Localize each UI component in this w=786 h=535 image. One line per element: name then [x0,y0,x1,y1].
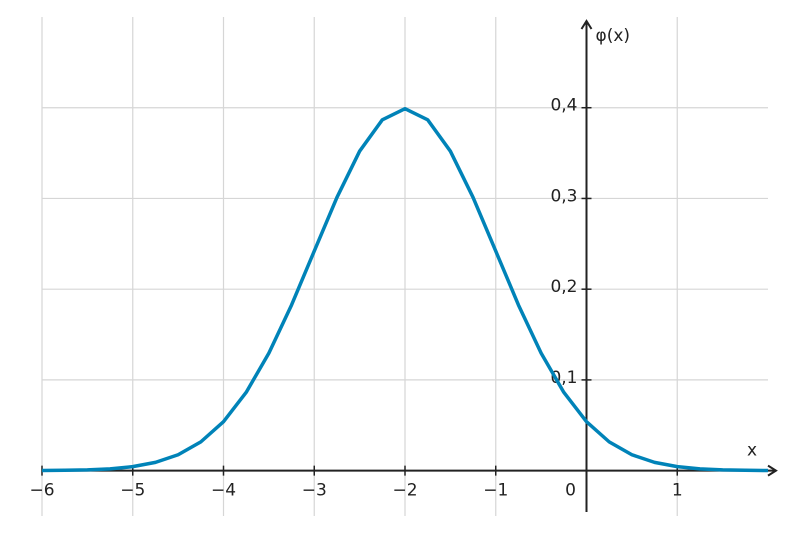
x-tick-label: −6 [29,481,54,501]
x-tick-label: −5 [120,481,145,501]
x-tick-label: −2 [392,481,417,501]
x-axis-label: x [747,441,757,461]
y-tick-label: 0,2 [550,277,577,297]
curve [41,106,769,473]
x-tick-label: −1 [483,481,508,501]
y-tick-label: 0,3 [550,186,577,206]
x-tick-label: −4 [211,481,236,501]
x-tick-label: 0 [565,481,576,501]
x-tick-label: 1 [672,481,683,501]
x-tick-label: −3 [302,481,327,501]
y-tick-label: 0,4 [550,96,577,116]
y-axis-label: φ(x) [596,26,631,46]
